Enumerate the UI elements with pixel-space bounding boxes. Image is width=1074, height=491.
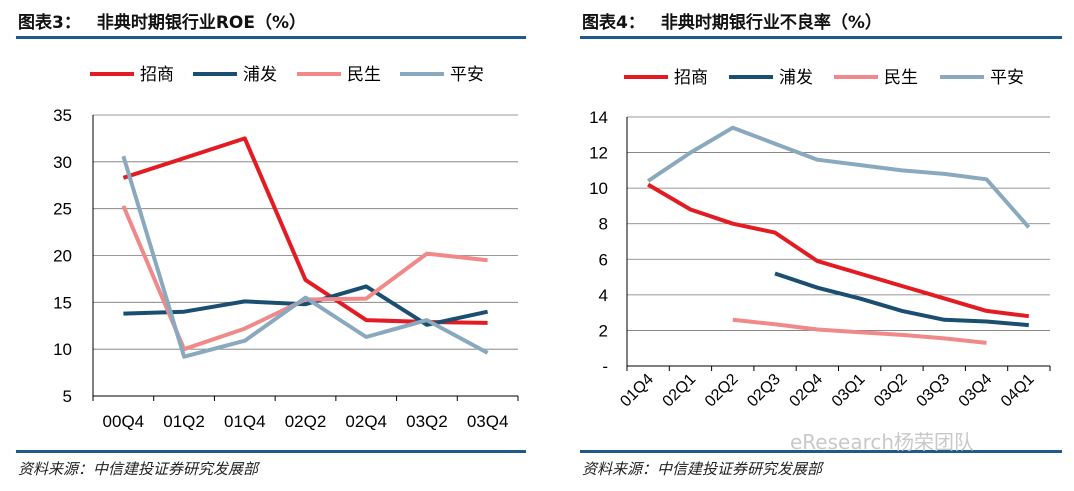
- chart1-y-tick-label: 35: [53, 106, 72, 125]
- chart2-title: 图表4： 非典时期银行业不良率（%）: [582, 8, 882, 33]
- chart1-legend-minsheng-label: 民生: [347, 65, 381, 84]
- chart2-bottom-rule: [580, 450, 1062, 453]
- chart2-series-pingan-line: [646, 125, 1031, 229]
- chart2-title-text: 非典时期银行业不良率（%）: [660, 13, 882, 33]
- chart1-x-tick-label: 01Q4: [224, 412, 266, 431]
- chart2-x-tick-label: 02Q1: [660, 371, 700, 411]
- chart1-x-tick-label: 02Q2: [285, 412, 327, 431]
- chart1-y-tick-label: 20: [53, 247, 72, 266]
- chart1-y-tick-label: 5: [63, 387, 72, 406]
- chart2-x-tick-label: 03Q1: [829, 371, 869, 411]
- chart1-title-text: 非典时期银行业ROE（%）: [96, 13, 307, 33]
- chart1-legend-pufa-label: 浦发: [243, 65, 277, 84]
- chart1-top-rule: [16, 36, 526, 39]
- chart2-series-minsheng-line: [732, 317, 987, 345]
- chart2-top-rule: [580, 36, 1062, 39]
- chart2-x-tick-label: 02Q4: [786, 371, 826, 411]
- watermark-text: eResearch杨荣团队: [790, 430, 975, 454]
- chart2-y-tick-label: 14: [589, 108, 608, 127]
- chart2-legend-pufa-label: 浦发: [779, 68, 813, 87]
- chart1-x-tick-label: 00Q4: [103, 412, 145, 431]
- chart2-x-tick-label: 02Q2: [702, 371, 742, 411]
- chart2-legend-pingan-label: 平安: [990, 68, 1024, 87]
- chart1-bottom-rule: [16, 450, 526, 453]
- chart2-x-tick-label: 03Q2: [871, 371, 911, 411]
- chart1-x-tick-label: 03Q2: [406, 412, 448, 431]
- chart1-y-tick-label: 30: [53, 153, 72, 172]
- chart2-y-tick-label: 2: [599, 321, 608, 340]
- chart1-x-tick-label: 03Q4: [467, 412, 509, 431]
- chart2-x-tick-label: 03Q4: [956, 371, 996, 411]
- chart2-y-tick-label: 6: [599, 250, 608, 269]
- chart2-series-zhaoshang-line: [647, 182, 1030, 319]
- chart2-y-tick-label: -: [602, 357, 608, 376]
- chart1-y-tick-label: 10: [53, 340, 72, 359]
- chart1-legend-pingan-label: 平安: [450, 65, 484, 84]
- chart1-figure-label: 图表3：: [18, 13, 81, 33]
- chart2-y-tick-label: 10: [589, 179, 608, 198]
- chart2-legend-zhaoshang-label: 招商: [674, 68, 708, 87]
- chart2-legend-minsheng-label: 民生: [884, 68, 918, 87]
- chart1-source: 资料来源：中信建投证券研究发展部: [18, 460, 259, 478]
- chart1-series-pufa-line: [123, 284, 489, 327]
- chart1-x-tick-label: 02Q4: [345, 412, 387, 431]
- chart1-series-zhaoshang-line: [122, 136, 488, 325]
- chart1-y-tick-label: 25: [53, 200, 72, 219]
- chart2-source: 资料来源：中信建投证券研究发展部: [582, 460, 823, 478]
- chart1-title: 图表3： 非典时期银行业ROE（%）: [18, 8, 306, 33]
- chart2-y-tick-label: 12: [589, 144, 608, 163]
- chart1-y-tick-label: 15: [53, 293, 72, 312]
- chart2-x-tick-label: 01Q4: [617, 371, 657, 411]
- chart2-x-tick-label: 02Q3: [744, 371, 784, 411]
- chart1-series-pingan-line: [121, 155, 489, 359]
- chart2-x-tick-label: 03Q3: [913, 371, 953, 411]
- chart2-y-tick-label: 4: [599, 286, 608, 305]
- chart2-y-tick-label: 8: [599, 215, 608, 234]
- chart2-x-tick-label: 04Q1: [998, 371, 1038, 411]
- chart2-figure-label: 图表4：: [582, 13, 645, 33]
- chart1-legend-zhaoshang-label: 招商: [140, 65, 174, 84]
- chart1-x-tick-label: 01Q2: [163, 412, 205, 431]
- chart2-series-pufa-line: [774, 271, 1029, 328]
